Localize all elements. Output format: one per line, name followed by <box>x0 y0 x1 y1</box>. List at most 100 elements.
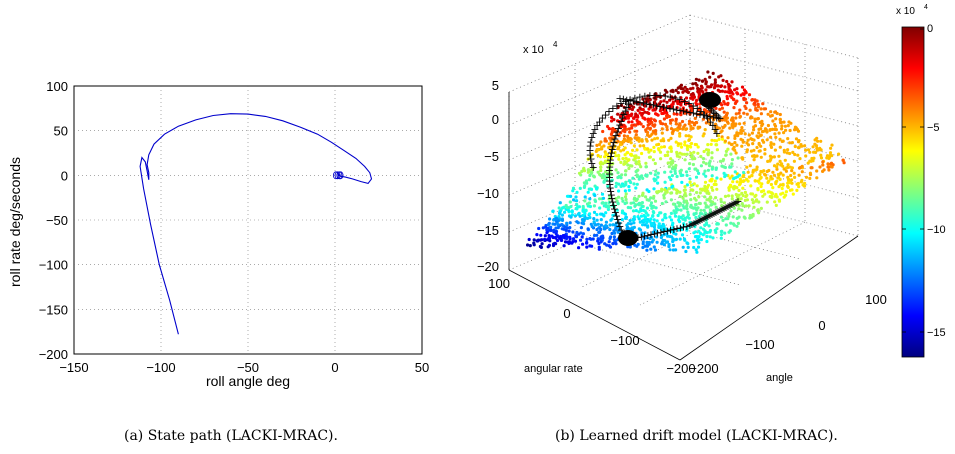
surface-point <box>726 102 730 107</box>
surface-point <box>657 189 661 194</box>
trajectory-marker: + <box>622 93 631 106</box>
surface-point <box>689 124 693 128</box>
surface-point <box>605 243 609 247</box>
surface-point <box>638 111 642 115</box>
surface-point <box>748 213 752 218</box>
surface-point <box>690 106 694 110</box>
surface-point <box>653 161 657 166</box>
surface-point <box>667 106 672 110</box>
surface-point <box>684 249 688 254</box>
surface-point <box>826 162 830 166</box>
surface-point <box>665 90 669 94</box>
surface-point <box>691 86 695 90</box>
surface-point <box>631 209 636 213</box>
surface-point <box>685 144 689 148</box>
surface-point <box>726 90 730 94</box>
surface-point <box>667 138 671 142</box>
surface-point <box>734 192 738 197</box>
surface-point <box>778 177 782 181</box>
surface-point <box>663 212 667 217</box>
surface-point <box>740 179 744 183</box>
surface-point <box>698 125 702 129</box>
surface-point <box>723 194 728 198</box>
surface-point <box>738 108 742 112</box>
surface-point <box>646 224 650 228</box>
surface-point <box>720 135 724 139</box>
surface-point <box>781 191 785 195</box>
surface-point <box>621 129 625 133</box>
surface-point <box>810 166 814 170</box>
surface-point <box>651 158 656 162</box>
y-tick-label: 100 <box>46 79 68 94</box>
surface-point <box>791 150 795 154</box>
caption-b: (b) Learned drift model (LACKI-MRAC). <box>555 428 838 444</box>
surface-point <box>671 248 676 252</box>
surface-point <box>599 227 603 231</box>
surface-point <box>662 224 666 228</box>
surface-point <box>772 164 777 168</box>
surface-point <box>703 211 708 215</box>
surface-point <box>662 196 666 200</box>
surface-point <box>756 209 760 213</box>
surface-point <box>728 88 732 92</box>
surface-point <box>719 215 724 219</box>
surface-point <box>585 237 589 241</box>
surface-point <box>681 245 685 249</box>
surface-point <box>828 151 833 155</box>
surface-point <box>597 245 601 249</box>
surface-point <box>621 157 625 161</box>
surface-point <box>629 180 633 185</box>
surface-point <box>555 217 559 221</box>
surface-point <box>774 117 778 121</box>
surface-point <box>617 134 621 138</box>
surface-point <box>645 173 649 177</box>
surface-point <box>668 215 672 219</box>
trajectory-marker: + <box>721 201 730 214</box>
surface-point <box>690 120 694 124</box>
surface-point <box>772 173 777 177</box>
surface-point <box>614 168 618 172</box>
trajectory-marker: + <box>608 102 617 115</box>
surface-point <box>612 238 617 242</box>
equilibrium-loops <box>332 171 344 180</box>
surface-point <box>669 121 673 125</box>
surface-point <box>586 168 590 172</box>
surface-point <box>706 143 710 147</box>
surface-point <box>793 128 797 132</box>
surface-point <box>539 233 543 237</box>
surface-point <box>554 229 559 234</box>
surface-point <box>707 164 712 168</box>
surface-point <box>790 178 794 182</box>
surface-point <box>740 208 744 212</box>
surface-point <box>793 144 797 149</box>
surface-point <box>699 226 703 230</box>
surface-point <box>786 148 790 152</box>
trajectory-marker: + <box>630 92 639 105</box>
surface-point <box>788 151 792 156</box>
surface-point <box>604 211 608 215</box>
surface-point <box>756 117 761 121</box>
trajectory-marker: + <box>701 211 710 224</box>
surface-point <box>654 106 658 110</box>
surface-point <box>657 147 661 151</box>
trajectory-marker: + <box>685 219 694 232</box>
surface-point <box>778 120 783 124</box>
surface-point <box>794 137 799 141</box>
surface-point <box>681 214 685 218</box>
surface-point <box>623 173 628 177</box>
surface-point <box>695 190 699 195</box>
colorbar-exponent-power: 4 <box>924 4 928 11</box>
surface-point <box>750 173 754 177</box>
colorbar-tick: −5 <box>927 122 940 134</box>
surface-point <box>602 227 606 231</box>
surface-point <box>548 217 552 221</box>
surface-point <box>708 75 712 79</box>
surface-point <box>711 236 715 240</box>
surface-point <box>699 208 703 212</box>
surface-point <box>734 112 738 116</box>
trajectory-marker: + <box>616 97 625 110</box>
surface-point <box>641 176 645 180</box>
surface-point <box>808 150 812 154</box>
surface-point <box>699 238 704 242</box>
trajectory-marker: + <box>727 198 736 211</box>
